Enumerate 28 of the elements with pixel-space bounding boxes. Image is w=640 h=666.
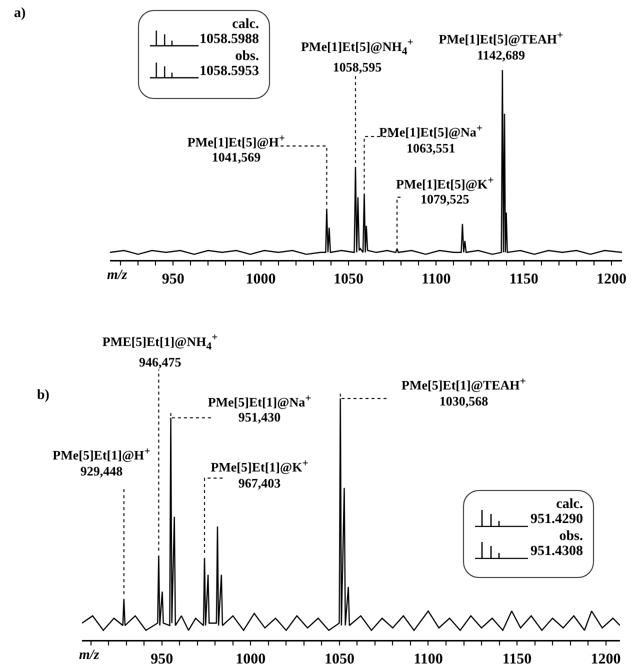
x-tick-label: 1150 (509, 272, 538, 288)
annotation: obs. 1058.5953 (200, 49, 259, 79)
x-tick-label: 1150 (502, 652, 532, 666)
inset-box: calc. 951.4290 obs. 951.4308 (463, 490, 594, 578)
text: PMe[1]Et[5]@K$^{+}$ 1079,525 (396, 174, 494, 206)
text: PMe[5]Et[1]@K$^{+}$ 967,403 (210, 458, 308, 490)
x-tick-label: 1200 (590, 652, 621, 666)
x-tick-label: 950 (162, 272, 184, 288)
x-tick-label: 950 (150, 652, 174, 666)
x-tick-label: 1000 (246, 272, 276, 288)
text: PMe[5]Et[1]@H$^{+}$ 929,448 (52, 446, 150, 478)
inset-box: calc. 1058.5988 obs. 1058.5953 (138, 10, 270, 99)
x-tick-label: 1050 (333, 272, 364, 288)
x-axis-title: m/z (79, 648, 100, 663)
annotation: obs. 951.4308 (530, 529, 583, 559)
x-tick-label: 1050 (324, 652, 354, 666)
x-tick-label: 1000 (236, 652, 266, 666)
text: PMe[1]Et[5]@Na$^{+}$ 1063,551 (379, 122, 483, 156)
text: a) (14, 6, 26, 22)
text: PMe[1]Et[5]@TEAH$^{+}$ 1142,689 (438, 30, 564, 62)
text: PMe[5]Et[1]@TEAH$^{+}$ 1030,568 (402, 376, 526, 408)
text: PMe[1]Et[5]@H$^{+}$ 1041,569 (187, 132, 286, 165)
text: PMe[5]Et[1]@Na$^{+}$ 951,430 (208, 392, 312, 425)
x-tick-label: 1200 (596, 272, 626, 288)
x-tick-label: 1100 (414, 652, 443, 666)
x-tick-label: 1100 (422, 272, 451, 288)
text: b) (37, 388, 50, 404)
x-axis-title: m/z (107, 268, 128, 283)
